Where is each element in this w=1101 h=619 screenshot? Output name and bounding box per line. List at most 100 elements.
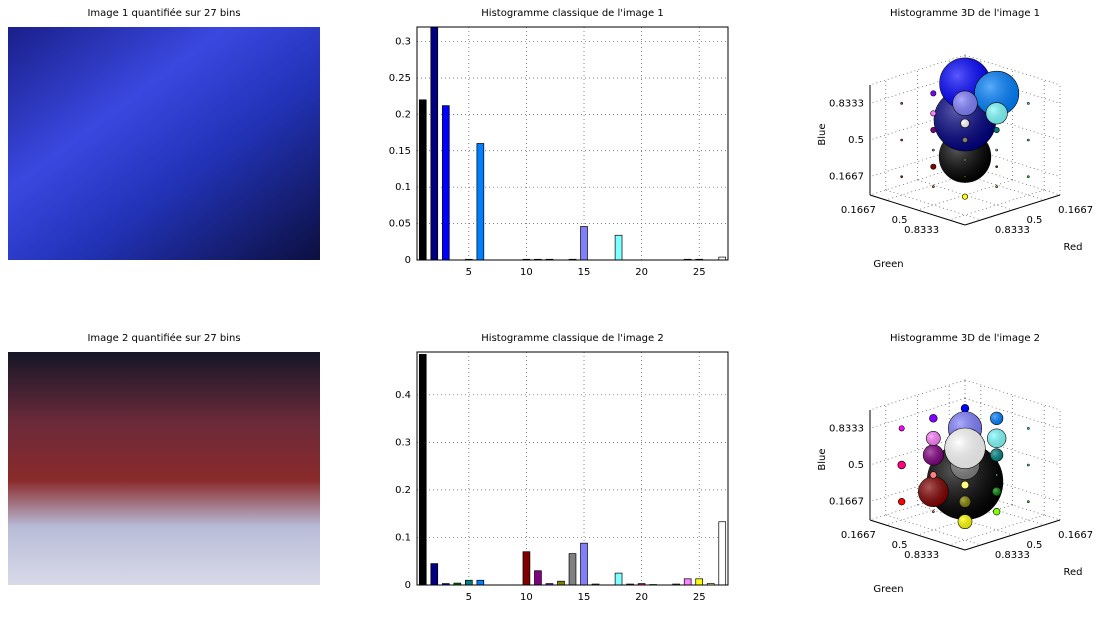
grid-line xyxy=(949,189,1045,221)
y-tick-label: 0.05 xyxy=(389,219,411,230)
sphere xyxy=(962,137,968,143)
sphere xyxy=(993,127,1000,133)
sphere xyxy=(929,414,938,423)
sphere-shade xyxy=(985,102,1008,125)
image-title: Image 1 quantifiée sur 27 bins xyxy=(87,7,240,19)
bar xyxy=(430,563,439,586)
chart-title: Histogramme classique de l'image 1 xyxy=(481,8,663,19)
sphere-shade xyxy=(959,495,971,508)
x-axis-label: Red xyxy=(1064,242,1083,253)
x-tick-label: 5 xyxy=(466,267,472,278)
sphere xyxy=(995,473,998,477)
sphere-shade xyxy=(990,412,1003,425)
y-tick-label: 0.4 xyxy=(395,390,411,401)
sphere-shade xyxy=(992,487,1002,497)
y-tick-label: 0.1 xyxy=(395,532,411,543)
sphere xyxy=(1027,138,1030,142)
sphere-shade xyxy=(944,428,986,469)
grid-line xyxy=(949,514,1045,546)
x-tick-label: 25 xyxy=(693,267,706,278)
x-tick-label: 15 xyxy=(578,267,591,278)
y-tick-label: 0.2 xyxy=(395,109,411,120)
bar xyxy=(580,542,588,586)
z-tick-label: 0.5 xyxy=(848,460,864,471)
axes-line xyxy=(869,194,966,226)
x-tick-label: 0.8333 xyxy=(995,550,1030,561)
x-tick-label: 0.1667 xyxy=(1058,530,1093,541)
x-tick-label: 15 xyxy=(578,592,591,603)
axes-edge xyxy=(869,379,966,411)
x-axis-label: Red xyxy=(1064,567,1083,578)
bar xyxy=(418,99,427,261)
axes-line xyxy=(964,194,1061,226)
x-tick-label: 0.5 xyxy=(1027,215,1043,226)
z-tick-label: 0.8333 xyxy=(829,98,864,109)
y-tick-label: 0.15 xyxy=(389,146,411,157)
z-axis-label: Blue xyxy=(817,123,828,145)
sphere-shade xyxy=(957,514,973,529)
sphere-shade xyxy=(923,444,944,466)
axes-box xyxy=(416,26,729,261)
sphere-shade xyxy=(960,118,970,128)
y-axis-label: Green xyxy=(873,584,903,595)
x-tick-label: 20 xyxy=(635,267,648,278)
x-tick-label: 0.1667 xyxy=(1058,205,1093,216)
grid-line xyxy=(917,179,1013,211)
chart-title: Histogramme 3D de l'image 2 xyxy=(890,333,1040,344)
x-tick-label: 10 xyxy=(520,267,533,278)
y-tick-label: 0 xyxy=(405,580,411,591)
bar xyxy=(441,105,450,261)
sphere xyxy=(960,480,970,490)
x-tick-label: 0.8333 xyxy=(995,225,1030,236)
z-tick-label: 0.1667 xyxy=(829,172,864,183)
bar xyxy=(718,521,727,586)
bar xyxy=(695,578,704,586)
bar xyxy=(683,578,692,586)
sphere xyxy=(995,148,998,152)
grid-line xyxy=(917,179,1013,211)
bar xyxy=(522,551,531,586)
bar xyxy=(580,226,588,261)
z-tick-label: 0.5 xyxy=(848,135,864,146)
x-tick-label: 0.5 xyxy=(1027,540,1043,551)
grid-line xyxy=(885,189,981,221)
sphere xyxy=(929,471,938,479)
sphere xyxy=(932,510,935,513)
y-tick-label: 0.8333 xyxy=(904,550,939,561)
sphere xyxy=(898,497,906,506)
sphere xyxy=(930,127,937,133)
y-tick-label: 0.3 xyxy=(395,37,411,48)
y-tick-label: 0.2 xyxy=(395,485,411,496)
y-tick-label: 0.3 xyxy=(395,437,411,448)
axes-edge xyxy=(964,379,1061,411)
bar xyxy=(476,143,485,261)
sphere xyxy=(898,425,905,432)
image xyxy=(8,27,320,260)
sphere xyxy=(963,158,967,162)
sphere xyxy=(1027,427,1030,430)
grid-line xyxy=(917,504,1013,536)
bar xyxy=(476,579,485,586)
sphere xyxy=(995,185,998,188)
sphere xyxy=(900,102,903,105)
sphere xyxy=(963,175,967,178)
bar xyxy=(568,553,577,586)
grid-line xyxy=(869,398,966,429)
sphere xyxy=(932,185,935,188)
bar xyxy=(465,579,473,586)
sphere-shade xyxy=(987,428,1007,448)
bar xyxy=(534,570,542,586)
sphere-shade xyxy=(952,90,978,116)
sphere-shade xyxy=(974,71,1019,116)
axes-box xyxy=(416,351,729,586)
sphere xyxy=(962,193,968,200)
z-tick-label: 0.1667 xyxy=(829,497,864,508)
sphere xyxy=(1027,102,1030,105)
y-axis-label: Green xyxy=(873,259,903,270)
sphere xyxy=(995,165,998,168)
z-axis-label: Blue xyxy=(817,448,828,470)
chart-title: Histogramme 3D de l'image 1 xyxy=(890,8,1040,19)
bar xyxy=(557,580,565,586)
x-tick-label: 25 xyxy=(693,592,706,603)
sphere xyxy=(1027,500,1030,503)
